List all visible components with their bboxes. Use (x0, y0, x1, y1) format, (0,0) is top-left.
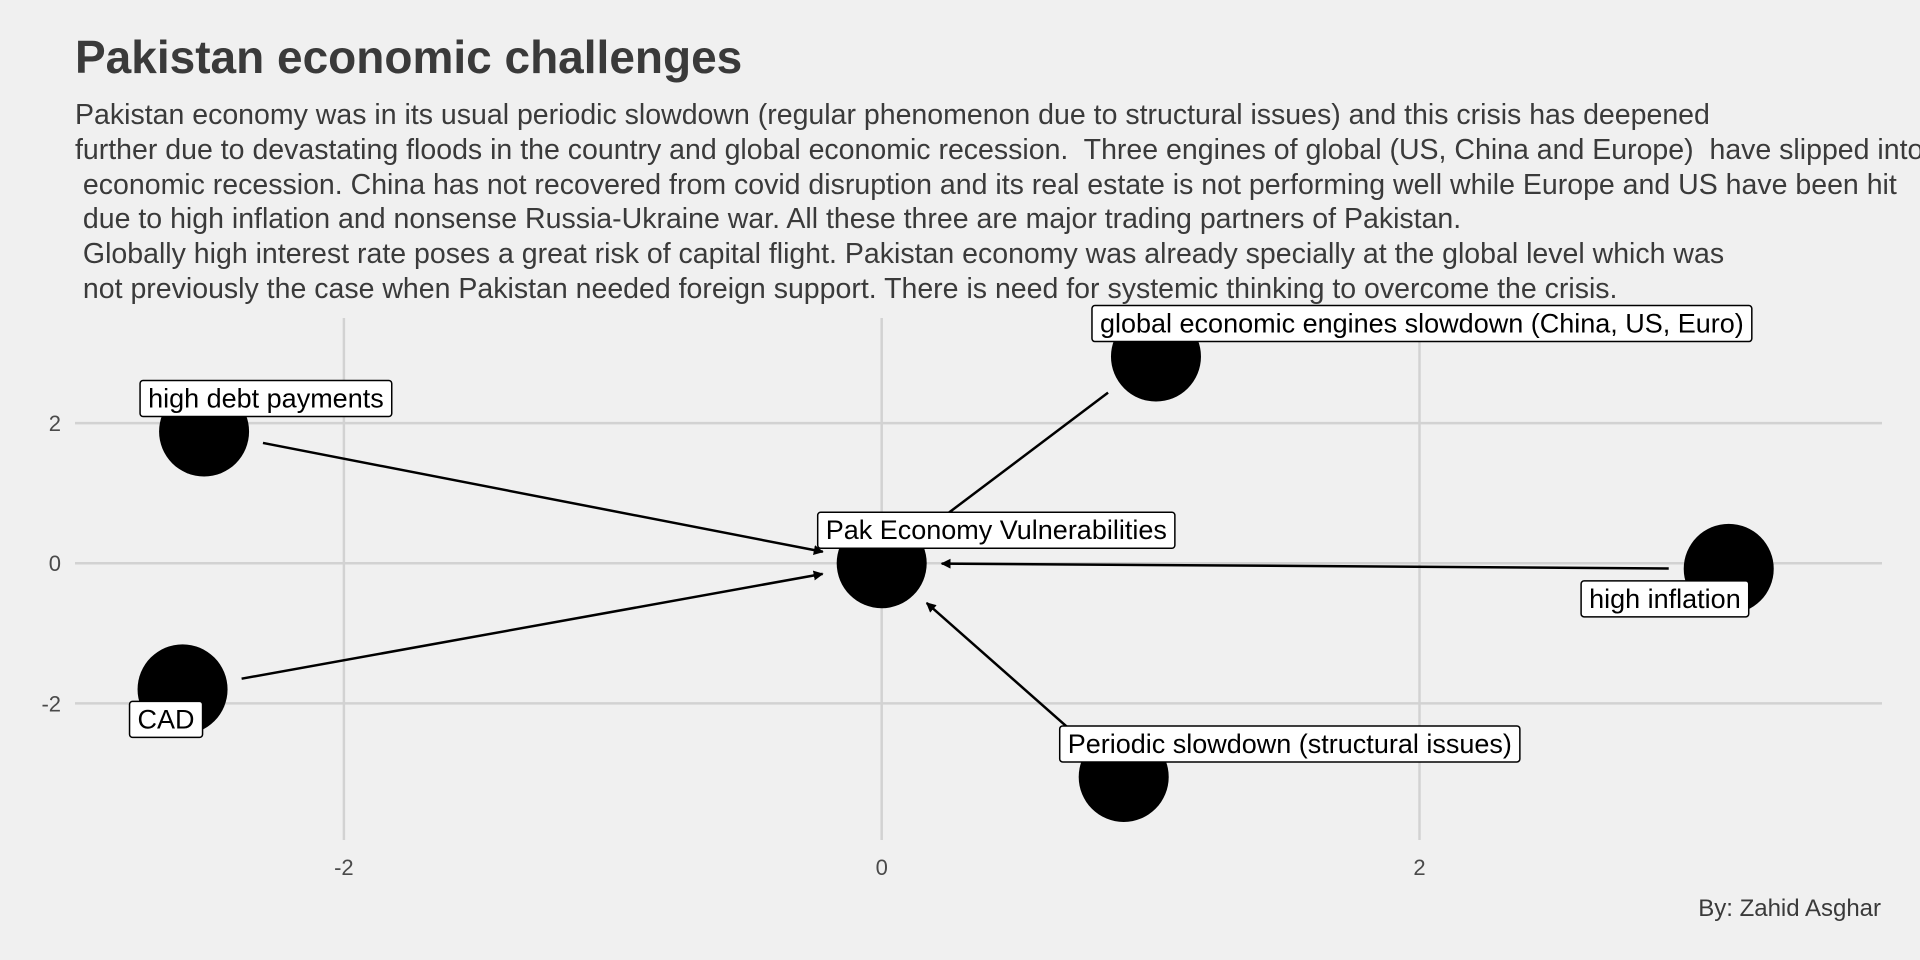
y-tick-label: -2 (41, 691, 61, 716)
label-text: Periodic slowdown (structural issues) (1068, 729, 1512, 759)
subtitle-line: not previously the case when Pakistan ne… (75, 272, 1618, 305)
chart-title: Pakistan economic challenges (75, 31, 743, 83)
label-box (1580, 580, 1750, 618)
y-tick-label: 2 (49, 411, 61, 436)
label-box (1058, 725, 1521, 763)
subtitle-line: economic recession. China has not recove… (75, 168, 1897, 201)
subtitle-line: Pakistan economy was in its usual period… (75, 99, 1710, 131)
axis-tick-labels: -2 0 2 -2 0 2 (41, 411, 1425, 880)
label-text: high inflation (1589, 584, 1741, 614)
subtitle-line: further due to devastating floods in the… (75, 133, 1920, 166)
x-tick-label: -2 (334, 855, 354, 880)
label-box (816, 511, 1176, 549)
subtitle-line: due to high inflation and nonsense Russi… (75, 203, 1462, 236)
label-box (1091, 304, 1753, 343)
node-label-inflation: high inflation (1580, 580, 1750, 618)
label-text: CAD (138, 704, 195, 734)
node-label-center: Pak Economy Vulnerabilities (816, 511, 1176, 549)
x-tick-label: 0 (876, 855, 888, 880)
node-label-global: global economic engines slowdown (China,… (1091, 304, 1753, 343)
edges (241, 391, 1669, 739)
label-box (139, 379, 393, 418)
caption: By: Zahid Asghar (1698, 895, 1881, 922)
edge-global-to-center (928, 391, 1109, 529)
y-tick-label: 0 (49, 551, 61, 576)
label-text: global economic engines slowdown (China,… (1100, 309, 1744, 339)
subtitle-line: Globally high interest rate poses a grea… (75, 238, 1725, 271)
chart-subtitle: Pakistan economy was in its usual period… (75, 98, 1920, 307)
grid-lines (75, 318, 1882, 840)
edge-inflation-to-center (940, 558, 1669, 570)
x-tick-label: 2 (1413, 855, 1425, 880)
label-text: high debt payments (148, 384, 384, 414)
edge-cad-to-center (241, 570, 824, 680)
label-box (128, 700, 204, 739)
node-label-debt: high debt payments (139, 379, 393, 418)
edge-periodic-to-center (925, 602, 1080, 739)
node-label-periodic: Periodic slowdown (structural issues) (1058, 725, 1521, 763)
label-text: Pak Economy Vulnerabilities (826, 515, 1167, 545)
node-labels: Pak Economy Vulnerabilities high debt pay… (128, 304, 1753, 763)
node-label-cad: CAD (128, 700, 204, 739)
edge-debt-to-center (262, 441, 824, 555)
